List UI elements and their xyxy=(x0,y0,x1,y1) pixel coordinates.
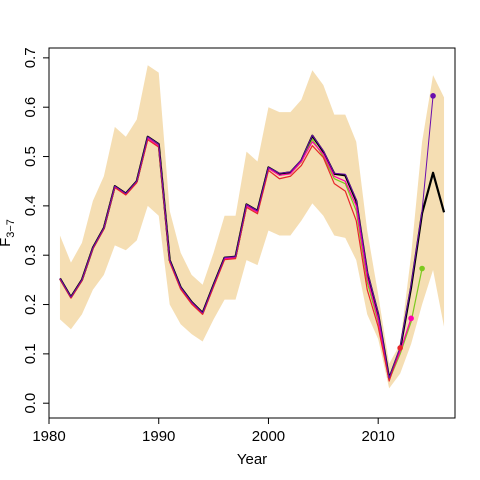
x-tick-label: 2010 xyxy=(362,428,395,445)
x-tick-label: 1990 xyxy=(142,428,175,445)
series-end-point-3 xyxy=(408,315,414,322)
y-tick-label: 0.1 xyxy=(22,343,39,364)
series-layer xyxy=(59,93,446,382)
y-tick-label: 0.2 xyxy=(22,294,39,315)
series-line-4 xyxy=(59,139,401,382)
x-axis-label: Year xyxy=(237,451,267,468)
y-tick-label: 0.7 xyxy=(22,47,39,68)
y-axis-label-subscript: 3−7 xyxy=(5,219,17,238)
series-end-point-2 xyxy=(419,265,425,272)
band-layer xyxy=(59,65,445,389)
series-end-point-4 xyxy=(397,345,403,351)
y-tick-label: 0.0 xyxy=(22,393,39,414)
x-tick-label: 2000 xyxy=(252,428,285,445)
y-tick-label: 0.5 xyxy=(22,146,39,167)
series-line-5 xyxy=(59,95,434,379)
y-tick-label: 0.3 xyxy=(22,245,39,266)
x-tick-label: 1980 xyxy=(32,428,65,445)
y-axis-label-main: F xyxy=(0,238,14,247)
y-axis: 0.0 0.1 0.2 0.3 0.4 0.5 0.6 0.7 xyxy=(22,47,50,414)
series-end-point-5 xyxy=(430,93,436,99)
y-axis-label: F3−7 xyxy=(0,219,17,247)
y-tick-label: 0.4 xyxy=(22,195,39,216)
svg-text:F3−7: F3−7 xyxy=(0,219,17,247)
x-axis: 1980 1990 2000 2010 xyxy=(32,417,395,445)
y-tick-label: 0.6 xyxy=(22,97,39,118)
confidence-band xyxy=(59,65,445,389)
